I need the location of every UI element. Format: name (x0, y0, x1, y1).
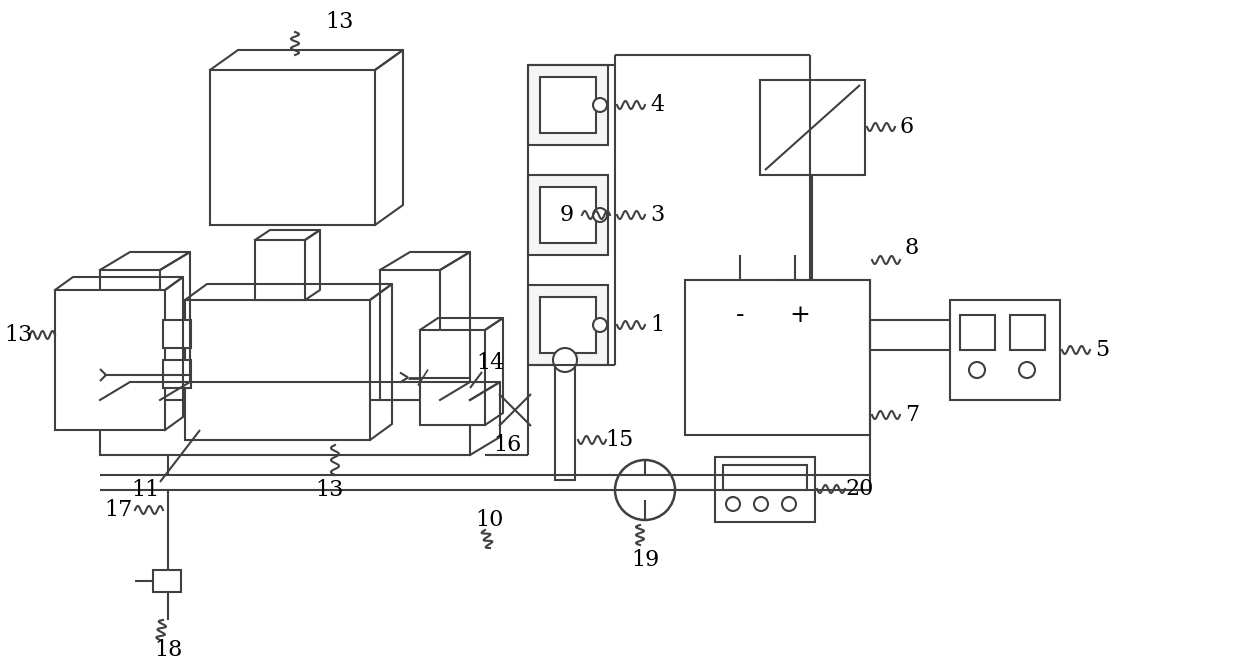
Bar (539, 77, 596, 133)
Bar (162, 320, 191, 348)
Circle shape (593, 98, 608, 112)
Text: 19: 19 (631, 549, 660, 571)
Bar (950, 300, 1060, 400)
Text: 20: 20 (846, 478, 874, 500)
Bar (684, 280, 870, 435)
Circle shape (725, 497, 740, 511)
Text: 18: 18 (154, 639, 182, 661)
Bar (760, 80, 866, 175)
Bar (556, 360, 575, 480)
Bar (185, 300, 370, 440)
Bar (100, 400, 470, 455)
Text: 13: 13 (326, 11, 355, 33)
Bar (528, 175, 608, 255)
Text: 13: 13 (4, 324, 32, 346)
Text: 5: 5 (1095, 339, 1109, 361)
Circle shape (1019, 362, 1035, 378)
Bar (715, 457, 815, 522)
Circle shape (968, 362, 985, 378)
Text: -: - (735, 303, 744, 327)
Text: 8: 8 (905, 237, 919, 259)
Circle shape (615, 460, 675, 520)
Circle shape (593, 208, 608, 222)
Text: 17: 17 (104, 499, 133, 521)
Text: 10: 10 (476, 509, 505, 531)
Bar (100, 270, 160, 400)
Bar (379, 270, 440, 400)
Text: 13: 13 (316, 479, 345, 501)
Bar (153, 570, 181, 592)
Bar (528, 285, 608, 365)
Text: +: + (790, 303, 811, 327)
Text: 9: 9 (560, 204, 574, 226)
Text: 14: 14 (476, 352, 505, 374)
Bar (210, 70, 374, 225)
Text: 16: 16 (492, 434, 521, 456)
Bar (55, 290, 165, 430)
Text: 11: 11 (131, 479, 159, 501)
Bar (162, 360, 191, 388)
Circle shape (553, 348, 577, 372)
Bar (1011, 315, 1045, 350)
Circle shape (782, 497, 796, 511)
Circle shape (593, 318, 608, 332)
Text: 7: 7 (905, 404, 919, 426)
Bar (539, 187, 596, 243)
Bar (723, 465, 807, 490)
Bar (255, 240, 305, 300)
Text: 3: 3 (650, 204, 665, 226)
Text: 6: 6 (900, 116, 914, 138)
Bar (539, 297, 596, 353)
Bar (420, 330, 485, 425)
Bar (960, 315, 994, 350)
Text: 4: 4 (650, 94, 665, 116)
Text: 1: 1 (650, 314, 665, 336)
Text: 15: 15 (605, 429, 634, 451)
Circle shape (754, 497, 768, 511)
Bar (528, 65, 608, 145)
